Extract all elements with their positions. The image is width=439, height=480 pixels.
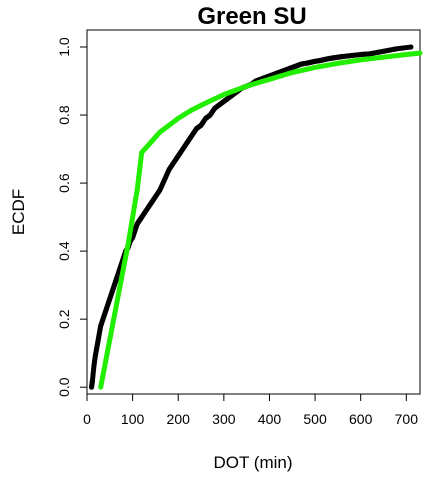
- ecdf-points-series: [88, 44, 414, 390]
- x-tick-label: 600: [349, 411, 373, 427]
- y-tick-label: 0.8: [56, 105, 72, 125]
- fitted-cdf-line: [98, 50, 423, 390]
- chart-title: Green SU: [197, 3, 306, 30]
- x-tick-label: 0: [83, 411, 91, 427]
- x-tick-label: 700: [395, 411, 419, 427]
- series-layer: [88, 44, 423, 390]
- y-tick-label: 0.0: [56, 377, 72, 397]
- x-tick-label: 300: [212, 411, 236, 427]
- y-tick-label: 0.4: [56, 241, 72, 261]
- x-tick-label: 100: [121, 411, 145, 427]
- y-tick-label: 0.6: [56, 173, 72, 193]
- x-tick-label: 200: [167, 411, 191, 427]
- x-tick-label: 400: [258, 411, 282, 427]
- x-tick-label: 500: [303, 411, 327, 427]
- y-axis: 0.0 0.2 0.4 0.6 0.8 1.0: [56, 37, 87, 397]
- x-axis-label: DOT (min): [213, 453, 292, 472]
- y-tick-label: 1.0: [56, 37, 72, 57]
- x-axis: 0 100 200 300 400 500 600 700: [83, 394, 418, 427]
- ecdf-point: [408, 44, 414, 50]
- plot-area-frame: [86, 29, 421, 395]
- y-axis-label: ECDF: [9, 189, 28, 235]
- y-tick-label: 0.2: [56, 309, 72, 329]
